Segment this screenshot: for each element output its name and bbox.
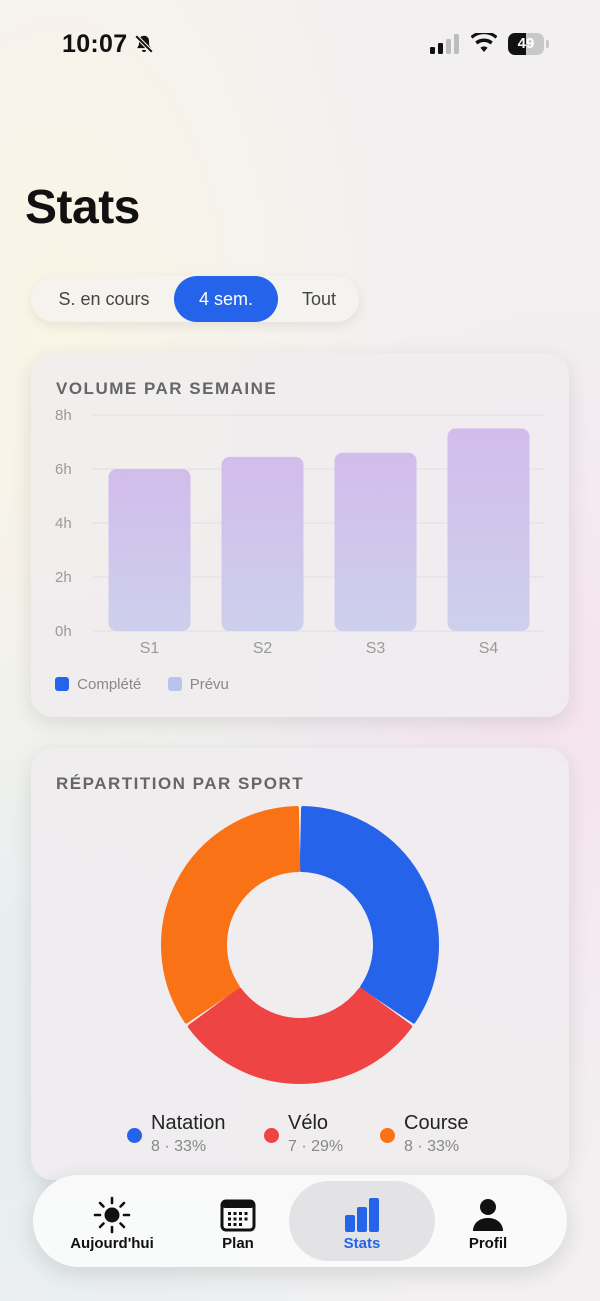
person-icon (473, 1199, 503, 1231)
tab-profile[interactable]: Profil (415, 1181, 561, 1261)
period-option-4-weeks[interactable]: 4 sem. (174, 276, 278, 322)
status-time: 10:07 (62, 30, 128, 58)
weekly-volume-chart: 0h 2h 4h 6h 8h S1 S2 S3 S4 (55, 407, 545, 657)
sport-distribution-card: RÉPARTITION PAR SPORT Natation 8 · 33% V… (31, 748, 569, 1180)
sport-distribution-title: RÉPARTITION PAR SPORT (56, 774, 305, 793)
legend-swatch-completed (55, 677, 69, 692)
x-tick-label: S2 (253, 640, 273, 657)
weekly-volume-title: VOLUME PAR SEMAINE (56, 379, 278, 398)
battery-level: 49 (517, 35, 535, 52)
bar-planned-s4 (447, 428, 530, 631)
legend-label-completed: Complété (77, 675, 142, 693)
bar-chart-icon (345, 1198, 379, 1232)
weekly-volume-card: VOLUME PAR SEMAINE 0h 2h 4h 6h 8h S1 S2 S3 S4 Co… (31, 353, 569, 717)
bar-planned-s3 (334, 452, 417, 631)
status-bar: 10:07 49 (0, 0, 600, 90)
y-tick-label: 6h (55, 461, 72, 478)
x-tick-label: S4 (479, 640, 499, 657)
y-tick-label: 8h (55, 407, 72, 424)
x-tick-label: S1 (140, 640, 160, 657)
tab-today-label: Aujourd'hui (70, 1235, 154, 1252)
bar-planned-s2 (221, 456, 304, 631)
sport-distribution-donut (161, 806, 439, 1084)
x-tick-label: S3 (366, 640, 386, 657)
legend-dot-course (380, 1128, 395, 1143)
battery-fill (508, 33, 526, 55)
legend-detail-velo: 7 · 29% (288, 1138, 344, 1155)
tab-stats[interactable]: Stats (289, 1181, 435, 1261)
legend-label-planned: Prévu (189, 675, 229, 693)
battery-indicator: 49 (508, 33, 550, 55)
bell-muted-icon (134, 34, 154, 54)
legend-name-course: Course (404, 1112, 469, 1134)
legend-detail-course: 8 · 33% (404, 1138, 460, 1155)
legend-swatch-planned (167, 677, 182, 692)
legend-detail-natation: 8 · 33% (151, 1138, 207, 1155)
tab-stats-label: Stats (343, 1235, 381, 1252)
page-title: Stats (25, 181, 140, 234)
donut-slice-natation (299, 806, 439, 1024)
calendar-icon (220, 1199, 256, 1232)
tab-profile-label: Profil (468, 1235, 508, 1252)
y-tick-label: 2h (55, 569, 72, 586)
legend-dot-velo (264, 1128, 279, 1143)
y-tick-label: 0h (55, 623, 72, 640)
tab-today[interactable]: Aujourd'hui (39, 1181, 185, 1261)
sun-icon (93, 1196, 131, 1234)
period-option-all[interactable]: Tout (301, 289, 337, 309)
chart-legend: Complété Prévu (55, 675, 229, 693)
wifi-icon (471, 33, 497, 52)
donut-slice-vélo (187, 987, 413, 1084)
tab-plan-label: Plan (222, 1235, 254, 1252)
donut-slice-course (161, 806, 301, 1024)
cellular-signal-icon (430, 34, 459, 54)
y-tick-label: 4h (55, 515, 72, 532)
legend-name-velo: Vélo (288, 1112, 329, 1134)
period-option-current-week[interactable]: S. en cours (58, 289, 150, 309)
period-selector: S. en cours 4 sem. Tout (31, 276, 359, 322)
tab-plan[interactable]: Plan (165, 1181, 311, 1261)
legend-name-natation: Natation (151, 1112, 226, 1134)
bar-planned-s1 (108, 469, 191, 631)
tab-bar: Aujourd'hui Plan Stats Profil (33, 1175, 567, 1267)
legend-dot-natation (127, 1128, 142, 1143)
